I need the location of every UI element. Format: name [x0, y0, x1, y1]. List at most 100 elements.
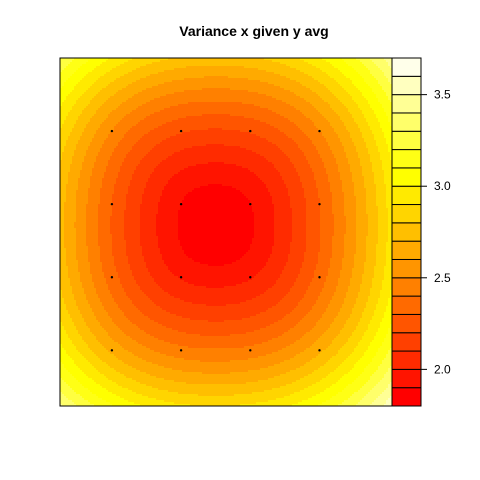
heatmap-cell — [150, 86, 152, 88]
heatmap-cell — [142, 110, 144, 112]
heatmap-cell — [276, 84, 278, 86]
heatmap-cell — [340, 72, 342, 74]
heatmap-cell — [84, 62, 86, 64]
heatmap-cell — [352, 90, 354, 92]
heatmap-cell — [228, 86, 230, 88]
heatmap-cell — [194, 110, 196, 112]
heatmap-cell — [306, 88, 308, 90]
heatmap-cell — [282, 78, 284, 80]
heatmap-cell — [84, 76, 86, 78]
heatmap-cell — [188, 96, 190, 98]
heatmap-cell — [126, 96, 128, 98]
heatmap-cell — [296, 92, 298, 94]
heatmap-cell — [202, 68, 204, 70]
heatmap-cell — [238, 78, 240, 80]
heatmap-cell — [140, 102, 142, 104]
heatmap-cell — [82, 64, 84, 66]
heatmap-cell — [238, 94, 240, 96]
heatmap-cell — [246, 94, 248, 96]
heatmap-cell — [180, 96, 182, 98]
heatmap-cell — [354, 68, 356, 70]
heatmap-cell — [382, 86, 384, 88]
heatmap-cell — [346, 78, 348, 80]
heatmap-cell — [148, 68, 150, 70]
heatmap-cell — [260, 86, 262, 88]
heatmap-cell — [216, 92, 218, 94]
heatmap-cell — [240, 70, 242, 72]
heatmap-cell — [360, 72, 362, 74]
heatmap-cell — [182, 90, 184, 92]
heatmap-cell — [102, 62, 104, 64]
heatmap-cell — [168, 92, 170, 94]
heatmap-cell — [332, 72, 334, 74]
heatmap-cell — [332, 90, 334, 92]
heatmap-cell — [288, 94, 290, 96]
heatmap-cell — [148, 110, 150, 112]
heatmap-cell — [306, 92, 308, 94]
heatmap-cell — [156, 62, 158, 64]
heatmap-cell — [238, 90, 240, 92]
heatmap-cell — [74, 96, 76, 98]
heatmap-cell — [272, 96, 274, 98]
heatmap-cell — [148, 70, 150, 72]
heatmap-cell — [374, 70, 376, 72]
heatmap-cell — [220, 78, 222, 80]
heatmap-cell — [200, 88, 202, 90]
heatmap-cell — [248, 72, 250, 74]
heatmap-cell — [246, 84, 248, 86]
heatmap-cell — [208, 80, 210, 82]
heatmap-cell — [340, 100, 342, 102]
heatmap-cell — [140, 60, 142, 62]
heatmap-cell — [124, 96, 126, 98]
heatmap-cell — [208, 94, 210, 96]
heatmap-cell — [372, 100, 374, 102]
heatmap-cell — [338, 94, 340, 96]
heatmap-cell — [110, 88, 112, 90]
heatmap-cell — [190, 88, 192, 90]
heatmap-cell — [230, 106, 232, 108]
heatmap-cell — [204, 96, 206, 98]
heatmap-cell — [120, 80, 122, 82]
heatmap-cell — [190, 106, 192, 108]
heatmap-cell — [284, 110, 286, 112]
heatmap-cell — [204, 92, 206, 94]
heatmap-cell — [304, 62, 306, 64]
heatmap-cell — [66, 74, 68, 76]
heatmap-cell — [142, 88, 144, 90]
heatmap-cell — [200, 68, 202, 70]
heatmap-cell — [252, 70, 254, 72]
heatmap-cell — [364, 70, 366, 72]
heatmap-cell — [180, 100, 182, 102]
heatmap-cell — [374, 66, 376, 68]
heatmap-cell — [106, 80, 108, 82]
heatmap-cell — [338, 102, 340, 104]
heatmap-cell — [266, 68, 268, 70]
heatmap-cell — [204, 98, 206, 100]
heatmap-cell — [294, 78, 296, 80]
heatmap-cell — [84, 96, 86, 98]
heatmap-cell — [262, 84, 264, 86]
heatmap-cell — [252, 96, 254, 98]
heatmap-cell — [72, 94, 74, 96]
heatmap-cell — [250, 76, 252, 78]
heatmap-cell — [74, 78, 76, 80]
heatmap-cell — [326, 76, 328, 78]
heatmap-cell — [190, 60, 192, 62]
heatmap-cell — [318, 76, 320, 78]
heatmap-cell — [368, 76, 370, 78]
heatmap-cell — [188, 60, 190, 62]
heatmap-cell — [114, 104, 116, 106]
heatmap-cell — [214, 84, 216, 86]
heatmap-cell — [118, 78, 120, 80]
heatmap-cell — [176, 74, 178, 76]
heatmap-cell — [80, 94, 82, 96]
heatmap-cell — [266, 110, 268, 112]
heatmap-cell — [272, 62, 274, 64]
heatmap-cell — [130, 72, 132, 74]
heatmap-cell — [358, 98, 360, 100]
heatmap-cell — [126, 98, 128, 100]
heatmap-cell — [180, 86, 182, 88]
heatmap-cell — [294, 98, 296, 100]
heatmap-cell — [244, 70, 246, 72]
heatmap-cell — [302, 80, 304, 82]
